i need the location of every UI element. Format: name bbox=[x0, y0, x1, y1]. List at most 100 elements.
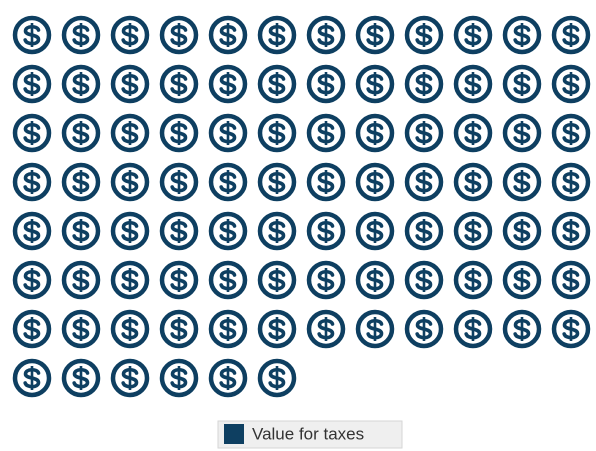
dollar-icon bbox=[257, 64, 297, 104]
icon-s bbox=[513, 220, 531, 242]
icon-s bbox=[464, 122, 482, 144]
dollar-icon bbox=[159, 309, 199, 349]
icon-s bbox=[464, 318, 482, 340]
icon-s bbox=[170, 318, 188, 340]
icon-s bbox=[23, 122, 41, 144]
icon-s bbox=[170, 24, 188, 46]
dollar-icon bbox=[551, 211, 591, 251]
icon-s bbox=[415, 318, 433, 340]
dollar-icon bbox=[61, 113, 101, 153]
dollar-icon bbox=[257, 260, 297, 300]
icon-s bbox=[72, 73, 90, 95]
icon-s bbox=[72, 24, 90, 46]
icon-s bbox=[562, 318, 580, 340]
icon-s bbox=[170, 269, 188, 291]
dollar-icon bbox=[159, 211, 199, 251]
icon-s bbox=[268, 220, 286, 242]
icon-s bbox=[219, 269, 237, 291]
icon-s bbox=[415, 73, 433, 95]
dollar-icon bbox=[551, 15, 591, 55]
icon-s bbox=[513, 122, 531, 144]
icon-s bbox=[219, 318, 237, 340]
icon-s bbox=[72, 171, 90, 193]
dollar-icon bbox=[453, 113, 493, 153]
dollar-icon bbox=[12, 162, 52, 202]
dollar-icon bbox=[551, 64, 591, 104]
dollar-icon bbox=[159, 260, 199, 300]
dollar-icon bbox=[355, 113, 395, 153]
dollar-icon bbox=[453, 64, 493, 104]
icon-s bbox=[513, 24, 531, 46]
icon-s bbox=[464, 24, 482, 46]
dollar-icon bbox=[404, 64, 444, 104]
icon-s bbox=[121, 171, 139, 193]
icon-s bbox=[562, 24, 580, 46]
icon-s bbox=[219, 73, 237, 95]
icon-s bbox=[464, 269, 482, 291]
dollar-icon bbox=[257, 162, 297, 202]
dollar-icon bbox=[306, 211, 346, 251]
dollar-icon bbox=[355, 309, 395, 349]
dollar-icon bbox=[257, 211, 297, 251]
icon-s bbox=[366, 318, 384, 340]
icon-s bbox=[513, 171, 531, 193]
dollar-icon bbox=[355, 260, 395, 300]
icon-s bbox=[23, 220, 41, 242]
dollar-icon bbox=[159, 15, 199, 55]
icon-s bbox=[415, 24, 433, 46]
dollar-icon bbox=[306, 309, 346, 349]
dollar-icon bbox=[551, 113, 591, 153]
dollar-icon bbox=[61, 162, 101, 202]
icon-s bbox=[317, 24, 335, 46]
icon-s bbox=[366, 24, 384, 46]
dollar-icon bbox=[61, 64, 101, 104]
icon-s bbox=[170, 367, 188, 389]
icon-s bbox=[121, 73, 139, 95]
dollar-icon bbox=[453, 162, 493, 202]
dollar-icon bbox=[404, 113, 444, 153]
icon-s bbox=[170, 122, 188, 144]
dollar-icon bbox=[306, 260, 346, 300]
dollar-icon bbox=[159, 113, 199, 153]
dollar-icon bbox=[12, 260, 52, 300]
dollar-icon bbox=[355, 64, 395, 104]
icon-s bbox=[562, 171, 580, 193]
dollar-icon bbox=[12, 358, 52, 398]
icon-s bbox=[219, 171, 237, 193]
dollar-icon bbox=[306, 162, 346, 202]
dollar-icon bbox=[453, 260, 493, 300]
dollar-icon bbox=[257, 15, 297, 55]
icon-s bbox=[23, 367, 41, 389]
icon-s bbox=[562, 269, 580, 291]
dollar-icon bbox=[61, 358, 101, 398]
icon-s bbox=[121, 367, 139, 389]
icon-s bbox=[121, 269, 139, 291]
icon-s bbox=[72, 122, 90, 144]
icon-s bbox=[170, 73, 188, 95]
icon-s bbox=[464, 73, 482, 95]
dollar-icon bbox=[502, 309, 542, 349]
dollar-icon bbox=[355, 15, 395, 55]
icon-s bbox=[415, 122, 433, 144]
dollar-icon bbox=[502, 64, 542, 104]
icon-s bbox=[415, 269, 433, 291]
icon-s bbox=[366, 269, 384, 291]
icon-s bbox=[23, 318, 41, 340]
dollar-icon bbox=[110, 113, 150, 153]
icon-s bbox=[464, 220, 482, 242]
dollar-icon bbox=[502, 211, 542, 251]
dollar-icon bbox=[306, 64, 346, 104]
dollar-icon bbox=[355, 162, 395, 202]
dollar-icon bbox=[404, 162, 444, 202]
icon-s bbox=[513, 73, 531, 95]
icon-s bbox=[72, 220, 90, 242]
dollar-icon bbox=[551, 162, 591, 202]
dollar-icon bbox=[208, 309, 248, 349]
dollar-icon bbox=[404, 15, 444, 55]
icon-s bbox=[23, 24, 41, 46]
icon-s bbox=[268, 269, 286, 291]
dollar-icon bbox=[61, 309, 101, 349]
icon-s bbox=[562, 73, 580, 95]
legend-swatch bbox=[224, 424, 244, 444]
